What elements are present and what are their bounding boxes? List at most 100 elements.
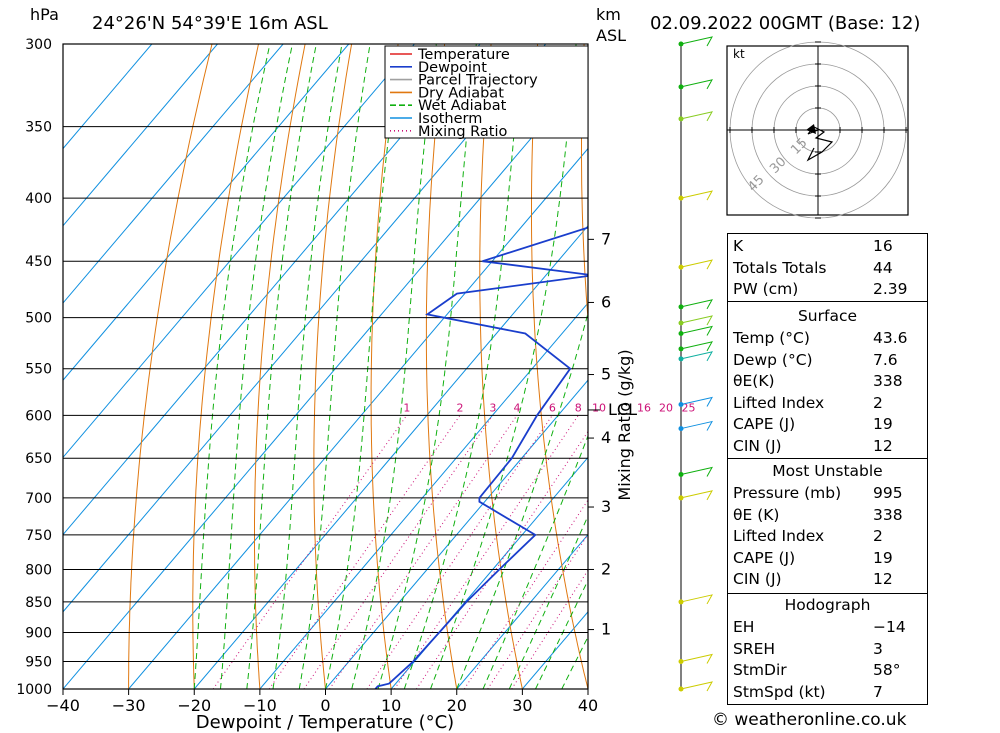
isotherm-line (63, 70, 588, 689)
x-tick-label: 20 (447, 696, 467, 715)
hodograph-value: −14 (873, 618, 906, 636)
pressure-tick-label: 450 (25, 254, 52, 270)
x-tick-label: 0 (320, 696, 330, 715)
dry-adiabat-line (128, 44, 213, 689)
pressure-unit-label: hPa (30, 5, 59, 24)
wind-barb (680, 299, 713, 310)
x-tick-label: −20 (177, 696, 211, 715)
mixing-ratio-axis-title: Mixing Ratio (g/kg) (615, 349, 634, 500)
x-tick-label: 30 (512, 696, 532, 715)
surface-label: Lifted Index (733, 393, 825, 412)
wet-adiabat-line (430, 44, 577, 689)
x-tick-label: −30 (112, 696, 146, 715)
hodograph-unit-label: kt (733, 47, 745, 61)
surface-row: Dewp (°C) 7.6 (728, 350, 927, 372)
footer-credit: © weatheronline.co.uk (712, 710, 907, 730)
mixing-ratio-label: 25 (682, 401, 696, 414)
mixing-ratio-label: 16 (637, 401, 651, 414)
surface-label: CAPE (J) (733, 415, 796, 434)
legend-item: Wet Adiabat (418, 98, 507, 114)
indices-panel: K 16 Totals Totals 44 PW (cm) 2.39 Surface Te… (727, 233, 928, 705)
surface-row: θE(K) 338 (728, 371, 927, 393)
height-unit-label: km (596, 5, 621, 24)
wind-barb (680, 325, 713, 336)
hodograph-row: SREH 3 (728, 639, 927, 661)
mixing-ratio-line (463, 499, 588, 689)
hodograph-trace (806, 126, 834, 162)
x-tick-label: −40 (46, 696, 80, 715)
hodograph-value: 3 (873, 639, 883, 658)
dry-adiabat-line (425, 44, 458, 689)
pressure-tick-label: 800 (25, 562, 52, 578)
wind-barb (680, 341, 713, 352)
mixing-ratio-label: 6 (549, 401, 556, 414)
index-value: 16 (873, 237, 893, 255)
pressure-tick-label: 950 (25, 655, 52, 671)
storm-motion-marker (806, 124, 816, 134)
wind-barb (680, 466, 713, 477)
isotherm-line (456, 533, 588, 689)
wet-adiabat-line (298, 44, 371, 689)
hodograph-row: StmDir 58° (728, 660, 927, 682)
surface-label: CIN (J) (733, 437, 782, 455)
mixing-ratio-label: 20 (659, 401, 673, 414)
dry-adiabat-line (531, 44, 588, 689)
surface-label: Temp (°C) (733, 329, 810, 347)
pressure-tick-label: 1000 (16, 682, 52, 698)
most-unstable-row: θE (K) 338 (728, 505, 927, 527)
index-label: PW (cm) (733, 280, 799, 299)
km-tick-label: 2 (601, 559, 611, 578)
index-label: Totals Totals (733, 258, 827, 277)
dry-adiabat-line (254, 44, 306, 689)
isotherm-line (325, 379, 588, 689)
dewpoint-line (374, 226, 588, 689)
surface-title: Surface (797, 307, 858, 325)
x-tick-label: 40 (578, 696, 598, 715)
pressure-tick-label: 550 (25, 362, 52, 378)
mixing-ratio-label: 4 (514, 401, 521, 414)
wet-adiabat-line (508, 514, 588, 689)
surface-value: 338 (873, 372, 903, 391)
isotherm-line (63, 44, 284, 304)
index-label: K (733, 237, 744, 255)
isotherm-line (390, 456, 588, 689)
pressure-tick-label: 300 (25, 37, 52, 53)
index-row: K 16 (728, 236, 927, 258)
most-unstable-label: θE (K) (733, 505, 780, 524)
km-tick-label: 1 (601, 620, 611, 639)
isotherm-line (259, 302, 588, 689)
wind-barb (680, 490, 713, 501)
surface-row: Lifted Index 2 (728, 393, 927, 415)
wind-barb (680, 351, 713, 362)
surface-value: 2 (873, 393, 883, 412)
mixing-ratio-label: 2 (456, 401, 463, 414)
legend-item: Parcel Trajectory (418, 73, 538, 89)
mixing-ratio-line (394, 415, 579, 689)
wet-adiabat-line (220, 44, 293, 689)
most-unstable-value: 995 (873, 484, 903, 502)
pressure-tick-label: 650 (25, 451, 52, 467)
legend-item: Dewpoint (418, 60, 487, 76)
wind-barb (680, 36, 713, 47)
wind-barb (680, 594, 713, 605)
dry-adiabat-line (956, 44, 1000, 689)
isotherm-line (128, 147, 588, 689)
most-unstable-value: 338 (873, 505, 903, 524)
isotherm-line (63, 44, 415, 459)
wind-barb (680, 681, 713, 692)
hodograph-title: Hodograph (784, 596, 871, 614)
legend-box (384, 45, 589, 139)
most-unstable-title: Most Unstable (772, 462, 883, 480)
pressure-tick-label: 500 (25, 311, 52, 327)
surface-label: θE(K) (733, 372, 775, 391)
x-tick-label: −10 (243, 696, 277, 715)
wet-adiabat-line (535, 579, 588, 689)
mixing-ratio-line (268, 415, 461, 689)
most-unstable-row: Pressure (mb) 995 (728, 483, 927, 505)
hodograph-label: SREH (733, 639, 776, 658)
pressure-tick-label: 350 (25, 120, 52, 136)
wet-adiabat-line (246, 44, 317, 689)
wind-barb (680, 653, 713, 664)
pressure-tick-label: 900 (25, 626, 52, 642)
km-tick-label: 3 (601, 497, 611, 516)
